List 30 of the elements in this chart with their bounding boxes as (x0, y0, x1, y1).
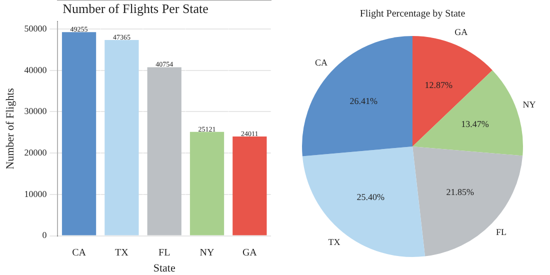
y-tick-label: 30000 (24, 106, 48, 116)
slice-label: TX (328, 236, 341, 247)
bar (147, 67, 182, 236)
chart-title: Number of Flights Per State (62, 1, 209, 16)
x-tick-label: TX (115, 247, 130, 258)
x-axis-title: State (153, 262, 176, 274)
y-tick-label: 20000 (24, 147, 48, 158)
x-tick-label: FL (158, 247, 170, 258)
data-label: 12.87% (424, 80, 453, 90)
y-tick-label: 0 (42, 230, 48, 240)
y-tick-label: 40000 (24, 64, 48, 75)
bar (62, 32, 96, 236)
chart-title: Flight Percentage by State (360, 8, 466, 20)
y-axis-title: Number of Flights (4, 88, 16, 170)
data-label: 25.40% (356, 192, 385, 202)
data-label: 26.41% (350, 96, 378, 106)
data-label: 13.47% (461, 118, 490, 129)
bar (232, 136, 267, 236)
slice-label: NY (522, 100, 536, 110)
slice-label: CA (314, 57, 328, 68)
x-tick-label: GA (242, 247, 258, 258)
y-tick-label: 50000 (24, 23, 48, 34)
slice-label: FL (496, 227, 507, 238)
x-tick-label: CA (72, 247, 87, 258)
x-tick-label: NY (200, 247, 214, 258)
bar (104, 40, 139, 236)
y-tick-label: 10000 (24, 188, 48, 199)
data-label: 21.85% (446, 187, 474, 198)
bar (190, 132, 224, 236)
slice-label: GA (454, 27, 468, 38)
